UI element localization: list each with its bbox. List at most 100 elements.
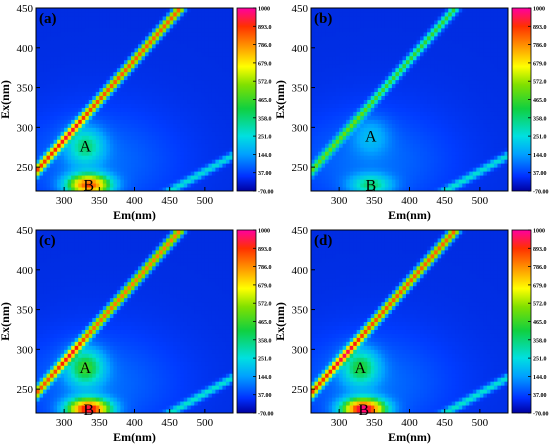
heatmap-cell (173, 55, 178, 61)
heatmap-cell (211, 51, 216, 57)
heatmap-cell (57, 35, 62, 41)
heatmap-cell (353, 43, 358, 49)
heatmap-cell (314, 63, 319, 69)
heatmap-cell (197, 135, 202, 140)
heatmap-cell (113, 87, 118, 93)
heatmap-cell (434, 87, 439, 93)
heatmap-cell (420, 19, 425, 25)
heatmap-cell (106, 111, 111, 116)
heatmap-cell (339, 31, 344, 37)
heatmap-cell (413, 123, 418, 128)
heatmap-cell (339, 27, 344, 33)
heatmap-cell (360, 15, 365, 21)
heatmap-cell (229, 55, 234, 61)
heatmap-cell (413, 27, 418, 33)
heatmap-cell (39, 171, 44, 176)
heatmap-cell (176, 79, 181, 85)
heatmap-cell (197, 11, 202, 17)
heatmap-cell (462, 39, 467, 45)
heatmap-cell (335, 19, 340, 25)
heatmap-cell (116, 35, 121, 41)
heatmap-cell (120, 135, 125, 140)
heatmap-cell (60, 31, 65, 37)
heatmap-cell (402, 83, 407, 89)
heatmap-cell (486, 83, 491, 89)
heatmap-cell (325, 103, 330, 108)
heatmap-cell (318, 99, 323, 104)
heatmap-cell (353, 167, 358, 172)
heatmap-cell (92, 67, 97, 73)
heatmap-cell (187, 67, 192, 73)
heatmap-cell (85, 151, 90, 156)
heatmap-cell (152, 115, 157, 120)
heatmap-cell (211, 31, 216, 37)
heatmap-cell (169, 155, 174, 160)
heatmap-cell (152, 23, 157, 29)
heatmap-cell (130, 143, 135, 148)
heatmap-cell (451, 179, 456, 184)
heatmap-cell (391, 67, 396, 73)
heatmap-cell (490, 175, 495, 180)
heatmap-cell (476, 123, 481, 128)
heatmap-cell (479, 151, 484, 156)
heatmap-cell (486, 63, 491, 69)
heatmap-cell (427, 35, 432, 41)
heatmap-cell (81, 139, 86, 144)
heatmap-cell (483, 31, 488, 37)
heatmap-cell (123, 151, 128, 156)
heatmap-cell (374, 63, 379, 69)
heatmap-cell (64, 27, 69, 33)
heatmap-cell (201, 179, 206, 184)
heatmap-cell (120, 131, 125, 136)
heatmap-cell (64, 131, 69, 136)
heatmap-cell (332, 143, 337, 148)
heatmap-cell (398, 87, 403, 93)
heatmap-cell (130, 63, 135, 69)
heatmap-cell (197, 143, 202, 148)
heatmap-cell (381, 59, 386, 65)
heatmap-cell (152, 103, 157, 108)
heatmap-cell (138, 127, 143, 132)
heatmap-cell (346, 39, 351, 45)
heatmap-cell (176, 87, 181, 93)
heatmap-cell (190, 39, 195, 45)
heatmap-cell (95, 31, 100, 37)
heatmap-cell (134, 63, 139, 69)
heatmap-cell (311, 175, 316, 180)
heatmap-cell (381, 43, 386, 49)
heatmap-cell (95, 107, 100, 112)
heatmap-cell (395, 8, 400, 13)
heatmap-cell (64, 31, 69, 37)
heatmap-cell (469, 51, 474, 57)
heatmap-cell (325, 111, 330, 116)
heatmap-cell (479, 87, 484, 93)
heatmap-cell (388, 71, 393, 77)
heatmap-cell (225, 175, 230, 180)
heatmap-cell (148, 175, 153, 180)
heatmap-cell (328, 83, 333, 89)
heatmap-cell (180, 175, 185, 180)
heatmap-cell (479, 179, 484, 184)
heatmap-cell (339, 183, 344, 188)
heatmap-cell (413, 143, 418, 148)
heatmap-cell (180, 11, 185, 17)
heatmap-cell (60, 27, 65, 33)
heatmap-cell (64, 127, 69, 132)
heatmap-cell (314, 175, 319, 180)
heatmap-cell (106, 11, 111, 17)
heatmap-cell (201, 31, 206, 37)
heatmap-cell (166, 143, 171, 148)
heatmap-cell (162, 8, 167, 13)
heatmap-cell (332, 139, 337, 144)
heatmap-cell (166, 75, 171, 81)
heatmap-cell (465, 19, 470, 25)
heatmap-cell (127, 171, 132, 176)
heatmap-cell (46, 143, 51, 148)
heatmap-cell (148, 71, 153, 77)
heatmap-cell (183, 43, 188, 49)
heatmap-cell (342, 103, 347, 108)
heatmap-cell (405, 99, 410, 104)
heatmap-cell (402, 171, 407, 176)
heatmap-cell (215, 115, 220, 120)
heatmap-cell (311, 119, 316, 124)
